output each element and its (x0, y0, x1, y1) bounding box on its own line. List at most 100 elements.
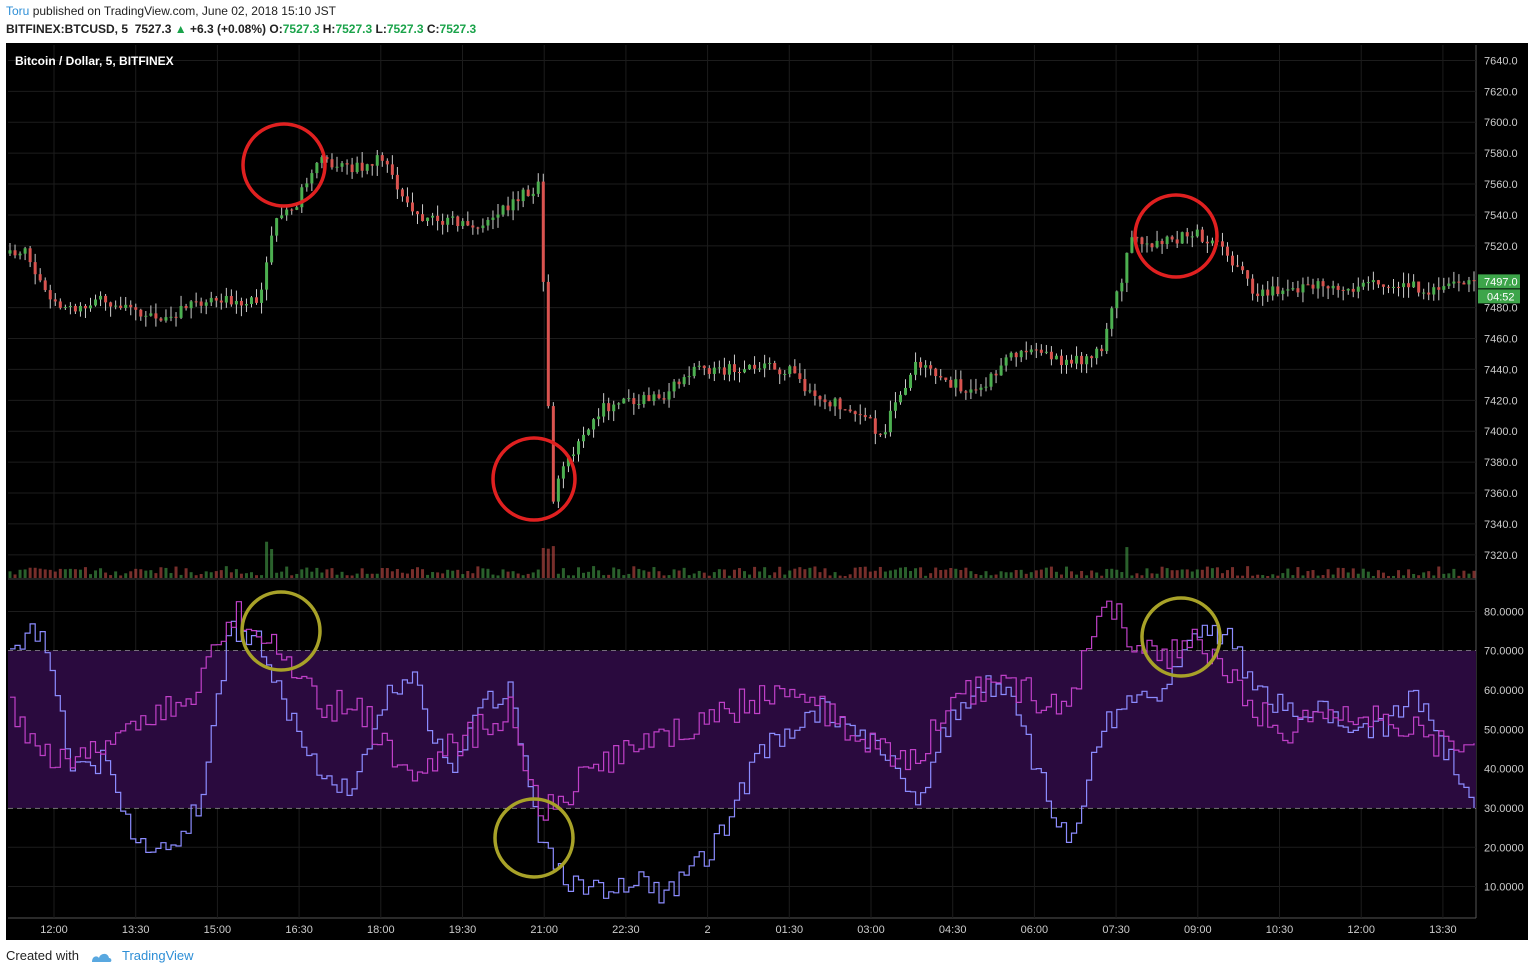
volume-bar (511, 571, 515, 578)
volume-bar (1110, 568, 1114, 578)
volume-bar (597, 570, 601, 578)
volume-bar (395, 569, 399, 578)
tradingview-link[interactable]: TradingView (122, 948, 194, 963)
volume-bar (99, 568, 103, 578)
volume-bar (1381, 572, 1385, 578)
candle-body (571, 454, 575, 457)
candle-body (1024, 350, 1028, 353)
volume-bar (1326, 569, 1330, 578)
volume-bar (68, 568, 72, 578)
volume-bar (818, 572, 822, 578)
volume-bar (979, 575, 983, 578)
x-tick-label: 07:30 (1102, 924, 1130, 936)
volume-bar (521, 575, 525, 578)
up-arrow-icon: ▲ (174, 22, 187, 36)
volume-bar (1472, 570, 1476, 578)
price-tick-label: 7560.0 (1484, 179, 1518, 191)
volume-bar (290, 575, 294, 578)
volume-bar (667, 575, 671, 578)
volume-bar (1160, 566, 1164, 578)
volume-bar (1225, 570, 1229, 578)
candle-body (491, 217, 495, 220)
volume-bar (712, 572, 716, 578)
price-tick-label: 7440.0 (1484, 364, 1518, 376)
candle-body (1286, 289, 1290, 291)
candle-body (1331, 285, 1335, 289)
x-tick-label: 18:00 (367, 924, 395, 936)
low-value: 7527.3 (386, 22, 424, 36)
x-tick-label: 10:30 (1266, 924, 1294, 936)
candle-body (934, 368, 938, 377)
volume-bar (1392, 575, 1396, 578)
candle-body (53, 299, 57, 302)
candle-body (1044, 351, 1048, 353)
volume-bar (1004, 572, 1008, 578)
candle-body (436, 215, 440, 221)
candle-body (1371, 280, 1375, 283)
x-tick-label: 22:30 (612, 924, 640, 936)
volume-bar (1316, 575, 1320, 578)
volume-bar (43, 569, 47, 578)
volume-bar (657, 571, 661, 578)
volume-bar (380, 568, 384, 578)
candle-body (1407, 283, 1411, 288)
candle-body (868, 417, 872, 419)
candle-body (154, 313, 158, 319)
volume-bar (486, 568, 490, 578)
rsi-series-line (10, 600, 1475, 821)
candle-body (330, 159, 334, 168)
volume-bar (1366, 571, 1370, 578)
volume-bar (466, 570, 470, 578)
candle-body (149, 313, 153, 316)
volume-bar (214, 571, 218, 578)
volume-bar (1231, 567, 1235, 578)
candle-body (28, 248, 32, 263)
candle-body (1075, 355, 1079, 364)
candle-body (380, 155, 384, 161)
candle-body (104, 295, 108, 303)
candle-body (295, 207, 299, 210)
candle-body (405, 196, 409, 203)
volume-bar (919, 567, 923, 578)
candle-body (335, 166, 339, 168)
close-value: 7527.3 (439, 22, 477, 36)
candle-body (88, 305, 92, 309)
volume-bar (1281, 573, 1285, 578)
candle-body (617, 403, 621, 405)
candle-body (682, 377, 686, 385)
volume-bar (1180, 569, 1184, 578)
author-link[interactable]: Toru (6, 4, 30, 18)
volume-bar (1361, 568, 1365, 578)
candle-body (1054, 355, 1058, 360)
volume-bar (1044, 567, 1048, 578)
candle-body (1175, 239, 1179, 244)
volume-bar (692, 573, 696, 578)
volume-bar (969, 571, 973, 578)
volume-bar (1246, 566, 1250, 578)
candle-body (914, 361, 918, 375)
volume-bar (758, 571, 762, 578)
volume-bar (612, 567, 616, 578)
volume-bar (732, 569, 736, 578)
volume-bar (893, 569, 897, 578)
price-tick-label: 7520.0 (1484, 241, 1518, 253)
volume-bar (1140, 575, 1144, 578)
candle-body (566, 456, 570, 467)
candle-body (556, 478, 560, 502)
volume-bar (964, 567, 968, 578)
volume-bar (370, 573, 374, 578)
countdown-tag-label: 04:52 (1487, 291, 1515, 303)
rsi-tick-label: 60.0000 (1484, 685, 1524, 697)
candle-body (1049, 351, 1053, 360)
volume-bar (768, 575, 772, 578)
candle-body (561, 466, 565, 479)
volume-bar (1185, 569, 1189, 578)
volume-bar (999, 571, 1003, 578)
candle-body (174, 316, 178, 318)
candle-body (672, 381, 676, 392)
candle-body (63, 307, 67, 309)
volume-bar (1311, 570, 1315, 578)
volume-bar (898, 567, 902, 578)
volume-bar (868, 571, 872, 578)
